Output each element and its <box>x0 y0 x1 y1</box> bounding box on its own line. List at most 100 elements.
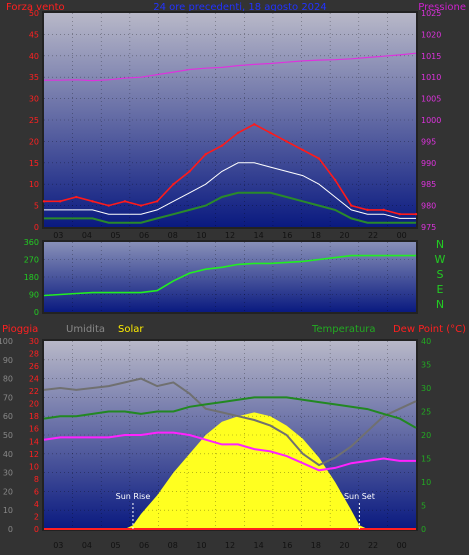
direction-axis-ticks: 0 90 180 270 360 <box>24 238 39 317</box>
panel1-plot-bg <box>44 13 416 227</box>
sunset-marker: Sun Set <box>344 492 375 529</box>
wind-gust-point <box>414 212 418 216</box>
time-tick-label: 00 <box>397 541 407 550</box>
compass-letter: N <box>436 298 444 311</box>
humidity-tick-label: 70 <box>3 393 13 402</box>
wind-tick-label: 30 <box>29 95 39 104</box>
time-tick-label: 00 <box>397 231 407 240</box>
rain-tick-label: 14 <box>29 437 39 446</box>
time-tick-label: 14 <box>254 541 264 550</box>
wind-gust-point <box>253 123 256 126</box>
wind-tick-label: 40 <box>29 52 39 61</box>
temperature-tick-label: 30 <box>421 384 431 393</box>
temperature-tick-label: 0 <box>421 525 426 534</box>
wind-lull-line <box>44 191 416 224</box>
wind-tick-label: 35 <box>29 73 39 82</box>
time-tick-label: 05 <box>110 541 120 550</box>
pressure-tick-label: 985 <box>421 180 436 189</box>
wind-gust-point <box>156 200 159 203</box>
panel2-series <box>43 254 416 297</box>
time-tick-label: 04 <box>82 231 92 240</box>
humidity-header: Umidita <box>66 324 105 335</box>
direction-tick-label: 90 <box>29 291 39 300</box>
wind-gust-point <box>301 148 304 152</box>
pressure-tick-label: 990 <box>421 159 436 168</box>
direction-tick-label: 360 <box>24 238 39 247</box>
panel2-plot-bg <box>44 242 416 312</box>
compass-letter: S <box>437 268 444 281</box>
humidity-tick-label: 60 <box>3 412 13 421</box>
direction-tick-label: 0 <box>34 308 39 317</box>
solar-header: Solar <box>118 324 144 335</box>
pressure-tick-label: 1010 <box>421 73 441 82</box>
wind-gust-point <box>285 140 288 143</box>
humidity-tick-label: 90 <box>3 356 13 365</box>
rain-tick-label: 10 <box>29 462 39 471</box>
temperature-axis-ticks: 0 5 10 15 20 25 30 35 40 <box>421 337 431 534</box>
humidity-tick-label: 100 <box>0 337 13 346</box>
sunrise-marker: Sun Rise <box>116 492 150 529</box>
wind-tick-label: 25 <box>29 116 39 125</box>
wind-tick-label: 5 <box>34 202 39 211</box>
header-period-label: 24 ore precedenti, 18 agosto 2024 <box>153 2 327 13</box>
time-tick-label: 08 <box>168 541 178 550</box>
compass-letter: N <box>436 238 444 251</box>
rain-tick-label: 24 <box>29 375 39 384</box>
temperature-tick-label: 25 <box>421 408 431 417</box>
rain-tick-label: 28 <box>29 350 39 359</box>
rain-tick-label: 12 <box>29 450 39 459</box>
time-tick-label: 20 <box>339 231 349 240</box>
time-tick-label: 18 <box>311 541 321 550</box>
pressure-tick-label: 1000 <box>421 116 441 125</box>
wind-direction-line <box>43 254 416 297</box>
time-tick-label: 22 <box>368 231 378 240</box>
time-tick-label: 04 <box>82 541 92 550</box>
humidity-axis-ticks: 0 10 20 30 40 50 60 70 80 90 100 <box>0 337 13 534</box>
sunset-label: Sun Set <box>344 492 375 501</box>
compass-letter: E <box>437 283 444 296</box>
wind-gust-point <box>366 208 369 212</box>
pressure-tick-label: 1015 <box>421 52 441 61</box>
pressure-axis-ticks: 975 980 985 990 995 1000 1005 1010 1015 1020 1025 <box>421 9 441 232</box>
panel3-time-axis: 03 04 05 06 08 10 12 14 16 18 20 22 00 <box>53 541 407 550</box>
wind-gust-point <box>172 183 175 186</box>
wind-gust-point <box>220 144 224 147</box>
header-wind-label: Forza vento <box>6 2 65 13</box>
temperature-tick-label: 35 <box>421 361 431 370</box>
panel3-grid <box>44 341 416 529</box>
pressure-line <box>44 52 417 82</box>
pressure-tick-label: 1020 <box>421 30 441 39</box>
wind-average-line <box>44 162 416 219</box>
time-tick-label: 03 <box>53 231 63 240</box>
time-tick-label: 16 <box>282 541 292 550</box>
time-tick-label: 20 <box>339 541 349 550</box>
wind-gust-point <box>75 195 78 199</box>
rain-tick-label: 22 <box>29 387 39 396</box>
time-tick-label: 18 <box>311 231 321 240</box>
panel1-series <box>42 52 418 224</box>
pressure-tick-label: 1005 <box>421 95 441 104</box>
time-tick-label: 16 <box>282 231 292 240</box>
panel1-time-axis: 03 04 05 06 08 10 12 14 16 18 20 22 00 <box>53 231 407 240</box>
humidity-tick-label: 40 <box>3 450 13 459</box>
pressure-tick-label: 980 <box>421 202 436 211</box>
wind-gust-point <box>236 131 240 135</box>
temperature-tick-label: 10 <box>421 478 431 487</box>
time-tick-label: 06 <box>139 231 149 240</box>
panel3-solar <box>44 412 416 529</box>
time-tick-label: 03 <box>53 541 63 550</box>
rain-tick-label: 18 <box>29 412 39 421</box>
rain-tick-label: 8 <box>34 475 39 484</box>
wind-gust-point <box>269 131 272 135</box>
wind-tick-label: 50 <box>29 9 39 18</box>
rain-tick-label: 26 <box>29 362 39 371</box>
wind-gust-point <box>398 212 402 216</box>
panel3-series <box>43 377 417 530</box>
time-tick-label: 22 <box>368 541 378 550</box>
time-tick-label: 12 <box>225 541 235 550</box>
wind-tick-label: 20 <box>29 137 39 146</box>
